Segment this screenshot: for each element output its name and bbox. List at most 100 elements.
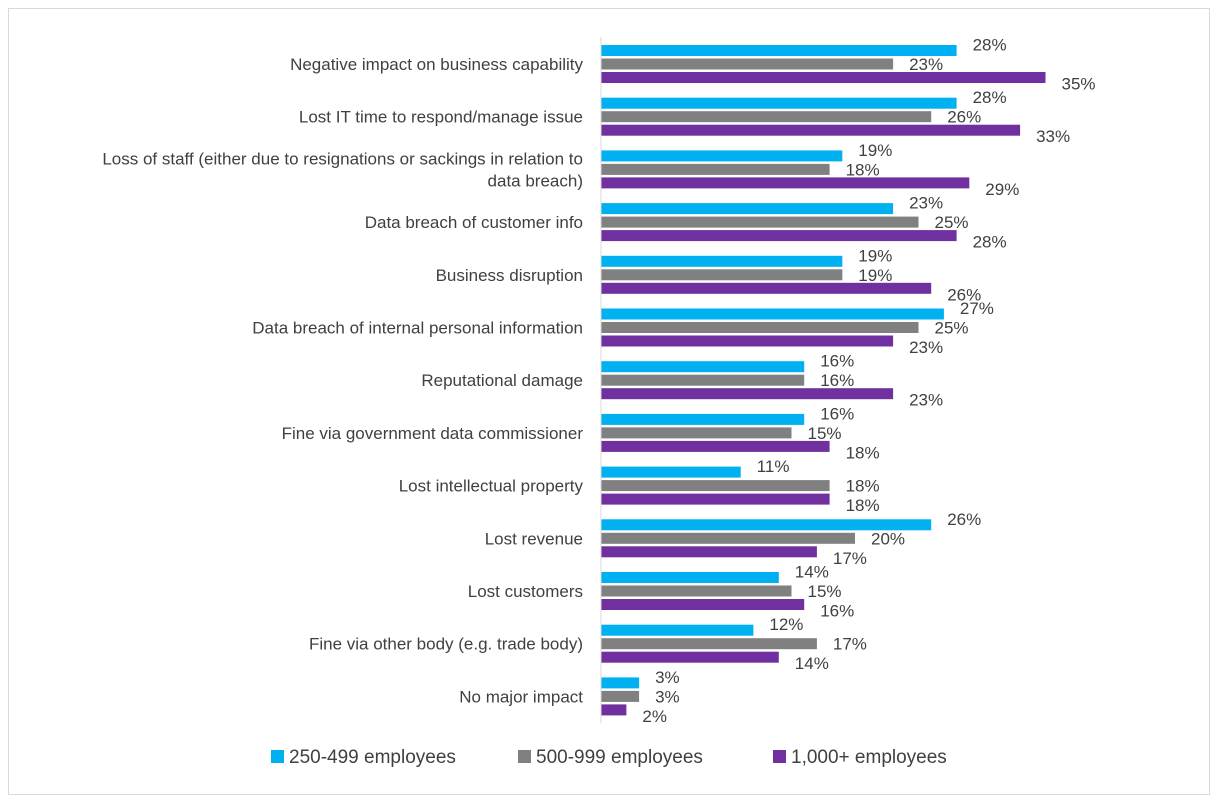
- data-label: 28%: [973, 233, 1007, 252]
- category-label: Fine via other body (e.g. trade body): [309, 635, 583, 654]
- bar-500-999-employees: [601, 111, 932, 123]
- bar-500-999-employees: [601, 374, 805, 386]
- bar-250-499-employees: [601, 255, 843, 267]
- bar-250-499-employees: [601, 413, 805, 425]
- bar-500-999-employees: [601, 269, 843, 281]
- bar-1-000-employees: [601, 493, 830, 505]
- data-label: 3%: [655, 687, 680, 706]
- bar-500-999-employees: [601, 638, 817, 650]
- bar-500-999-employees: [601, 216, 919, 228]
- data-label: 15%: [808, 582, 842, 601]
- category-label: Lost revenue: [485, 529, 583, 548]
- bar-1-000-employees: [601, 546, 817, 558]
- category-labels: Negative impact on business capability Lo…: [102, 55, 583, 706]
- bar-1-000-employees: [601, 124, 1021, 136]
- legend-swatch: [271, 750, 284, 763]
- bars-layer: [601, 45, 1046, 716]
- data-label: 20%: [871, 529, 905, 548]
- bar-500-999-employees: [601, 480, 830, 492]
- bar-1-000-employees: [601, 335, 894, 347]
- bar-1-000-employees: [601, 177, 970, 189]
- category-label: Negative impact on business capability: [290, 55, 583, 74]
- bar-1-000-employees: [601, 388, 894, 400]
- bar-1-000-employees: [601, 599, 805, 610]
- bar-500-999-employees: [601, 427, 792, 439]
- data-label: 26%: [947, 108, 981, 127]
- category-label: No major impact: [459, 687, 583, 706]
- bar-500-999-employees: [601, 163, 830, 175]
- bar-500-999-employees: [601, 585, 792, 597]
- chart-frame: Negative impact on business capability Lo…: [8, 8, 1210, 795]
- data-label: 23%: [909, 391, 943, 410]
- bar-250-499-employees: [601, 572, 779, 583]
- bar-500-999-employees: [601, 690, 640, 702]
- bar-250-499-employees: [601, 150, 843, 162]
- bar-1-000-employees: [601, 282, 932, 294]
- bar-250-499-employees: [601, 466, 741, 478]
- bar-chart: Negative impact on business capability Lo…: [102, 36, 1095, 769]
- bar-250-499-employees: [601, 361, 805, 373]
- legend-label: 250-499 employees: [289, 747, 456, 768]
- legend-label: 500-999 employees: [536, 747, 703, 768]
- bar-250-499-employees: [601, 519, 932, 531]
- data-label: 35%: [1062, 75, 1096, 94]
- data-label: 28%: [973, 36, 1007, 55]
- bar-1-000-employees: [601, 704, 627, 716]
- bar-250-499-employees: [601, 97, 957, 109]
- data-label: 29%: [985, 180, 1019, 199]
- category-label: Business disruption: [436, 266, 583, 285]
- value-labels: 28%23%35%28%26%33%19%18%29%23%25%28%19%1…: [642, 36, 1095, 726]
- data-label: 28%: [973, 88, 1007, 107]
- category-label: Lost IT time to respond/manage issue: [299, 108, 583, 127]
- data-label: 25%: [935, 319, 969, 338]
- data-label: 19%: [858, 266, 892, 285]
- data-label: 2%: [642, 707, 667, 726]
- data-label: 23%: [909, 338, 943, 357]
- bar-500-999-employees: [601, 322, 919, 333]
- bar-250-499-employees: [601, 677, 640, 689]
- bar-1-000-employees: [601, 72, 1046, 83]
- bar-1-000-employees: [601, 230, 957, 242]
- data-label: 17%: [833, 635, 867, 654]
- data-label: 23%: [909, 194, 943, 213]
- data-label: 19%: [858, 141, 892, 160]
- bar-250-499-employees: [601, 308, 944, 320]
- data-label: 15%: [808, 424, 842, 443]
- data-label: 12%: [769, 615, 803, 634]
- data-label: 26%: [947, 510, 981, 529]
- data-label: 18%: [846, 443, 880, 462]
- category-label: Reputational damage: [421, 371, 583, 390]
- legend-label: 1,000+ employees: [791, 747, 947, 768]
- category-label: Data breach of customer info: [365, 213, 583, 232]
- data-label: 18%: [846, 477, 880, 496]
- category-label: Loss of staff (either due to resignation…: [102, 149, 583, 190]
- data-label: 19%: [858, 246, 892, 265]
- legend-swatch: [773, 750, 786, 763]
- bar-250-499-employees: [601, 45, 957, 56]
- data-label: 16%: [820, 404, 854, 423]
- data-label: 23%: [909, 55, 943, 74]
- data-label: 16%: [820, 602, 854, 621]
- data-label: 14%: [795, 563, 829, 582]
- data-label: 3%: [655, 668, 680, 687]
- bar-250-499-employees: [601, 624, 754, 636]
- legend-swatch: [518, 750, 531, 763]
- category-label: Data breach of internal personal informa…: [252, 319, 583, 338]
- data-label: 25%: [935, 213, 969, 232]
- category-label: Lost customers: [468, 582, 583, 601]
- data-label: 11%: [757, 457, 790, 476]
- data-label: 16%: [820, 352, 854, 371]
- data-label: 18%: [846, 496, 880, 515]
- data-label: 18%: [846, 160, 880, 179]
- bar-500-999-employees: [601, 58, 894, 70]
- data-label: 33%: [1036, 127, 1070, 146]
- legend: 250-499 employees 500-999 employees 1,000+…: [271, 747, 947, 768]
- bar-1-000-employees: [601, 440, 830, 452]
- bar-500-999-employees: [601, 532, 855, 544]
- category-label: Lost intellectual property: [399, 477, 584, 496]
- category-label: Fine via government data commissioner: [282, 424, 584, 443]
- data-label: 17%: [833, 549, 867, 568]
- bar-250-499-employees: [601, 203, 894, 215]
- data-label: 26%: [947, 285, 981, 304]
- data-label: 16%: [820, 371, 854, 390]
